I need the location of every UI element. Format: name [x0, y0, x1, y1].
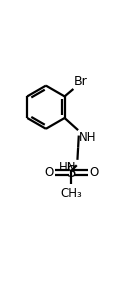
Text: CH₃: CH₃ [60, 187, 82, 200]
Text: S: S [67, 165, 76, 180]
Text: O: O [44, 166, 53, 179]
Text: HN: HN [59, 161, 77, 173]
Text: Br: Br [74, 75, 88, 88]
Text: O: O [90, 166, 99, 179]
Text: NH: NH [79, 131, 96, 144]
